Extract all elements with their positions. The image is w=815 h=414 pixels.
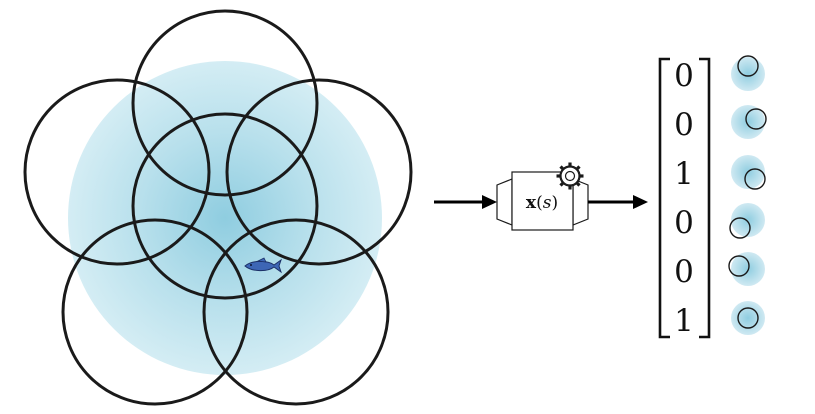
- place-field-center: [131, 112, 319, 300]
- gear-icon: [556, 162, 584, 190]
- place-field-left: [23, 78, 211, 266]
- encoder-input-port: [496, 178, 513, 226]
- environment: [23, 9, 413, 406]
- mini-field-icon-5: [728, 252, 765, 286]
- vector-entry-3: 1: [674, 156, 694, 192]
- mini-field-icon-3: [731, 155, 766, 190]
- mini-field-icon-2: [731, 105, 767, 139]
- encoder-output-port: [572, 178, 589, 226]
- binary-vector: 0 0 1 0 0 1: [658, 57, 711, 339]
- place-field-bottom-right: [202, 218, 390, 406]
- encoder-box: [511, 171, 574, 231]
- vector-entry-2: 0: [674, 107, 694, 143]
- vector-entry-4: 0: [674, 205, 694, 241]
- encoder-label: x(s): [526, 193, 558, 213]
- vector-entry-5: 0: [674, 254, 694, 290]
- mini-field-icon-4: [729, 203, 765, 239]
- encoder-block: x(s): [496, 162, 589, 231]
- place-field-bottom-left: [61, 218, 249, 406]
- right-bracket: [699, 57, 711, 339]
- fish-icon: [244, 257, 282, 274]
- mini-field-icon-1: [731, 55, 765, 91]
- arrow-to-vector: [588, 195, 648, 209]
- place-field-top: [131, 9, 319, 197]
- mini-field-icon-6: [731, 301, 765, 335]
- arena-field: [68, 61, 382, 375]
- vector-entry-1: 0: [674, 58, 694, 94]
- left-bracket: [658, 57, 670, 339]
- arrow-to-encoder: [434, 195, 497, 209]
- mini-field-icons: [728, 55, 767, 335]
- vector-entry-6: 1: [674, 303, 694, 339]
- place-field-right: [225, 78, 413, 266]
